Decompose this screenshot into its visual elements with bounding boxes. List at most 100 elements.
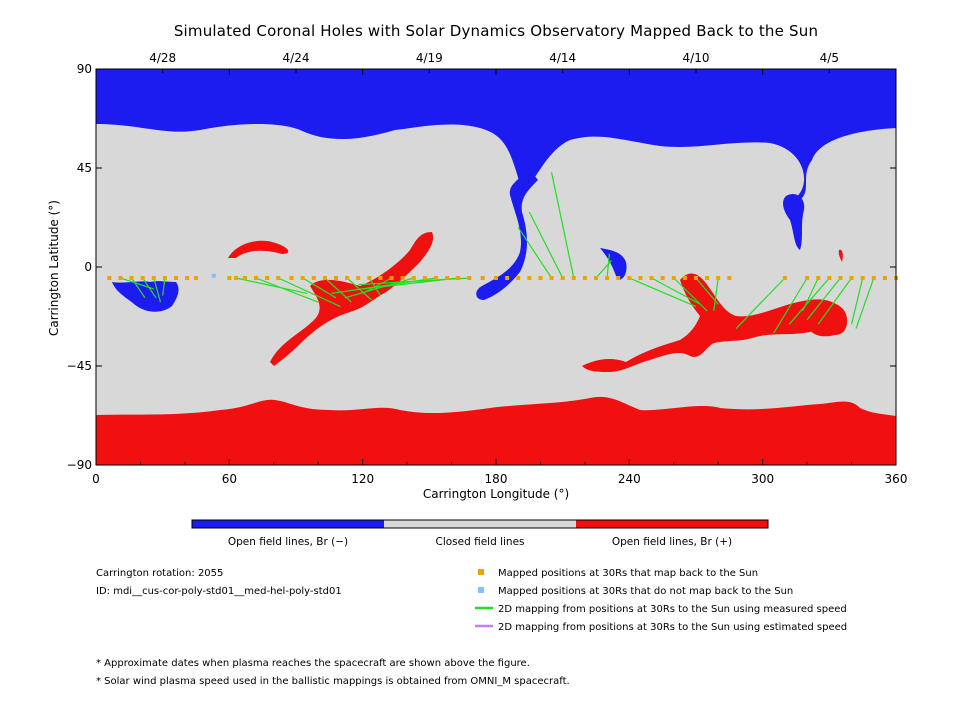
mapped-position-point — [716, 276, 721, 280]
mapped-position-point — [300, 276, 305, 280]
mapped-position-point — [289, 276, 294, 280]
mapped-position-point — [311, 276, 316, 280]
measured-mapping-line — [773, 277, 808, 334]
mapped-position-point — [227, 276, 232, 280]
legend-mapped-marker — [478, 569, 484, 575]
measured-mapping-line — [162, 277, 166, 296]
mapped-position-point — [345, 276, 350, 280]
mapped-position-point — [254, 276, 258, 280]
measured-mapping-line — [344, 277, 414, 299]
x-axis-ticks: 0 60 120 180 240 300 360 — [92, 69, 907, 486]
mapped-position-point — [582, 276, 587, 280]
mapped-position-point — [816, 276, 821, 280]
mapped-position-point — [265, 276, 270, 280]
y-tick-label: 90 — [77, 62, 92, 76]
mapped-position-point — [594, 276, 598, 280]
mapped-position-point — [827, 276, 832, 280]
legend-estimated-label: 2D mapping from positions at 30Rs to the… — [498, 622, 847, 633]
colorbar-negative — [192, 520, 384, 528]
mapped-position-point — [194, 276, 198, 280]
mapped-position-point — [494, 276, 498, 280]
mapped-position-point — [140, 276, 145, 280]
measured-mapping-lines — [120, 172, 875, 334]
measured-mapping-line — [277, 277, 341, 308]
measured-mapping-line — [302, 277, 337, 299]
mapped-position-point — [356, 276, 361, 280]
mapped-position-point — [805, 276, 810, 280]
mapped-position-point — [107, 276, 112, 280]
measured-mapping-line — [651, 277, 701, 305]
legend-notmapped-label: Mapped positions at 30Rs that do not map… — [498, 586, 793, 597]
mapped-positions — [107, 276, 898, 280]
measured-mapping-line — [131, 277, 146, 299]
mapped-position-point — [705, 276, 710, 280]
date-tick-label: 4/5 — [820, 51, 839, 65]
date-tick-label: 4/10 — [683, 51, 710, 65]
y-tick-label: −90 — [67, 458, 92, 472]
y-axis-ticks: 90 45 0 −45 −90 — [67, 62, 896, 472]
legend-measured-label: 2D mapping from positions at 30Rs to the… — [498, 604, 847, 615]
mapped-position-point — [445, 276, 450, 280]
mapped-position-point — [605, 276, 610, 280]
y-tick-label: −45 — [67, 359, 92, 373]
mapped-position-point — [367, 276, 372, 280]
measured-mapping-line — [324, 277, 352, 303]
mapped-position-point — [682, 276, 687, 280]
x-tick-label: 60 — [222, 472, 237, 486]
measured-mapping-line — [735, 277, 786, 330]
mapped-position-point — [118, 276, 123, 280]
negative-patch-20 — [112, 281, 179, 312]
negative-patch-230 — [600, 248, 627, 280]
measured-mapping-line — [817, 277, 853, 325]
mapped-position-point — [400, 276, 405, 280]
mapped-position-point — [616, 276, 621, 280]
measured-mapping-line — [788, 277, 830, 325]
measured-mapping-line — [695, 277, 719, 305]
x-tick-label: 180 — [485, 472, 508, 486]
colorbar-frame — [191, 519, 769, 529]
colorbar-positive — [576, 520, 768, 528]
mapped-position-point — [185, 276, 190, 280]
mapped-position-point — [456, 276, 461, 280]
mapped-position-point — [422, 276, 427, 280]
mapped-position-point — [627, 276, 632, 280]
mapped-position-point — [860, 276, 865, 280]
mapped-position-point — [660, 276, 665, 280]
mapped-position-point — [638, 276, 643, 280]
mapped-position-point — [378, 276, 383, 280]
measured-mapping-line — [358, 277, 470, 286]
mapped-position-point — [838, 276, 843, 280]
mapped-position-point — [560, 276, 565, 280]
mapped-position-point — [411, 276, 416, 280]
footnote-speed: * Solar wind plasma speed used in the ba… — [96, 676, 570, 687]
x-tick-label: 120 — [351, 472, 374, 486]
mapped-position-point — [434, 276, 438, 280]
measured-mapping-line — [528, 211, 564, 279]
colorbar-closed — [384, 520, 576, 528]
chart-title: Simulated Coronal Holes with Solar Dynam… — [174, 22, 818, 40]
measured-mapping-line — [629, 277, 697, 308]
mapped-position-point — [334, 276, 338, 280]
mapped-position-point — [322, 276, 327, 280]
date-tick-label: 4/14 — [549, 51, 576, 65]
model-id: ID: mdi__cus-cor-poly-std01__med-hel-pol… — [96, 586, 342, 597]
mapped-position-point — [871, 276, 876, 280]
colorbar-label-negative: Open field lines, Br (−) — [228, 536, 348, 548]
positive-patch-south-270 — [582, 273, 848, 372]
measured-mapping-line — [855, 277, 875, 329]
mapped-position-point — [538, 276, 543, 280]
positive-ring-330 — [807, 304, 847, 337]
mapped-position-point — [505, 276, 510, 280]
mapped-position-point — [571, 276, 576, 280]
y-tick-label: 45 — [77, 161, 92, 175]
date-axis-ticks: 4/28 4/24 4/19 4/14 4/10 4/5 — [149, 51, 839, 73]
mapped-position-point — [527, 276, 532, 280]
y-tick-label: 0 — [84, 260, 92, 274]
mapped-position-point — [151, 276, 156, 280]
measured-mapping-line — [550, 172, 575, 279]
measured-mapping-line — [142, 277, 157, 299]
mapped-position-point — [849, 276, 854, 280]
measured-mapping-line — [713, 277, 719, 312]
mapped-position-point — [549, 276, 554, 280]
